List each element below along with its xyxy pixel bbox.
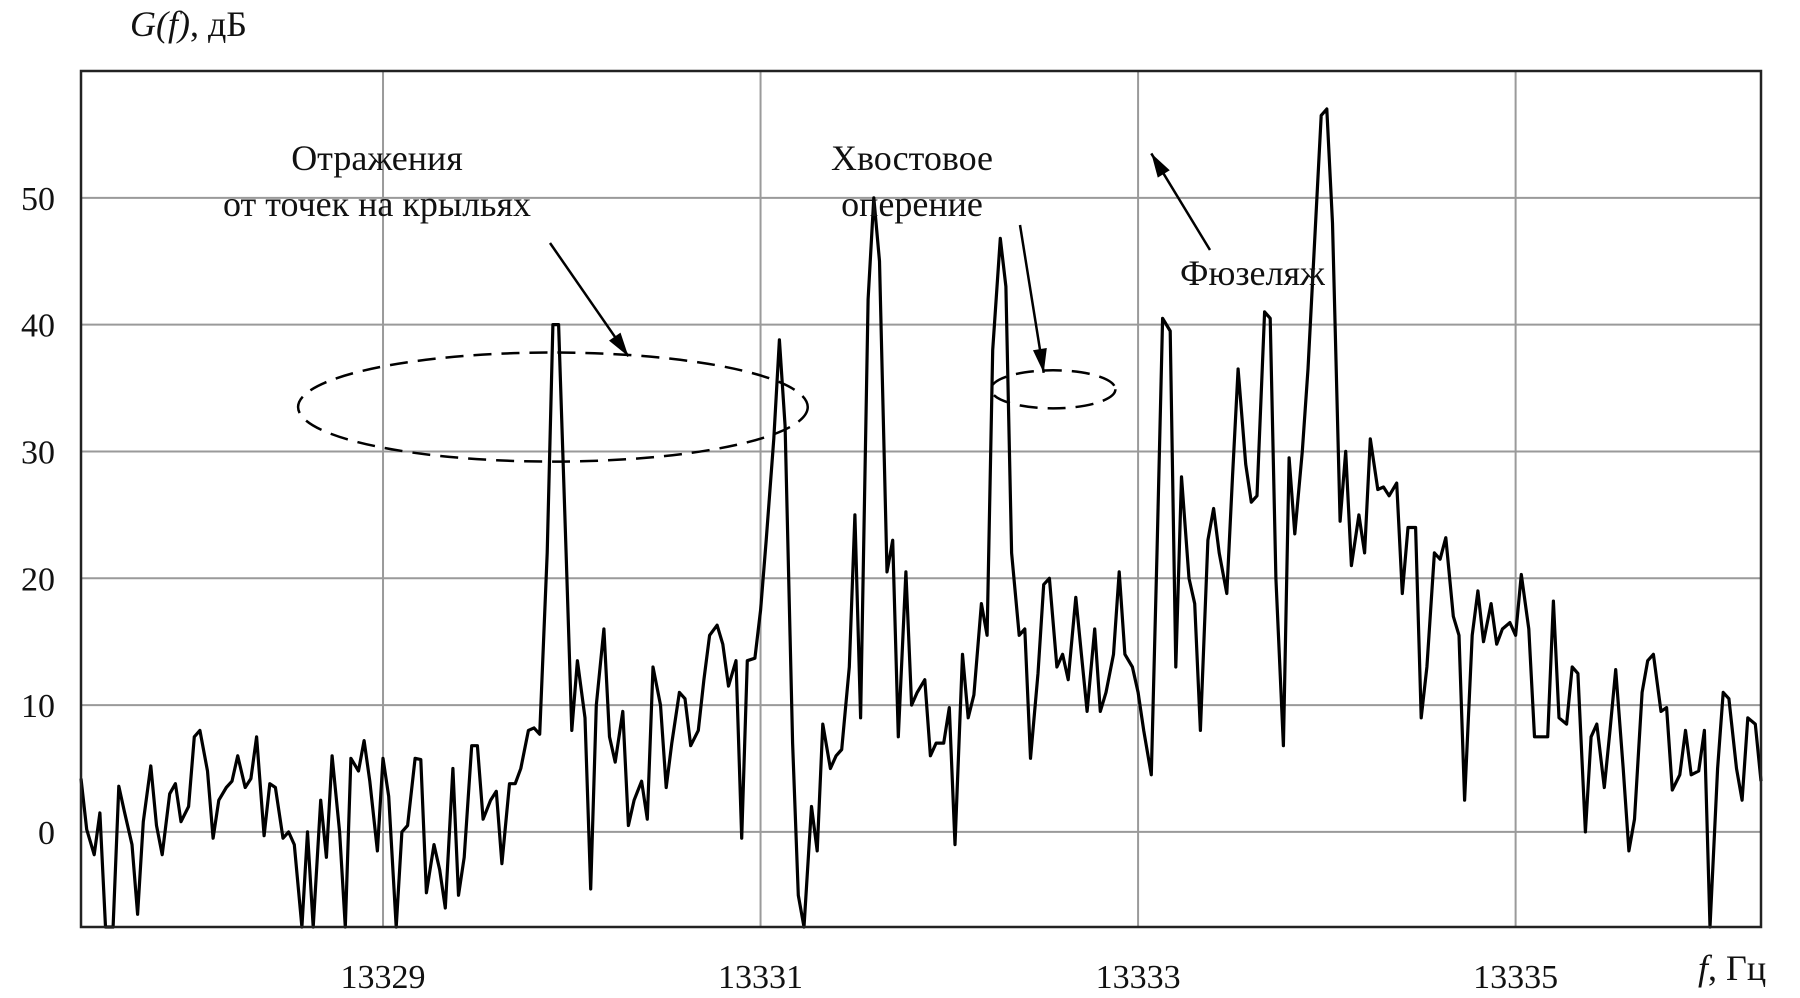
- x-tick-labels: 13329 13331 13333 13335: [341, 959, 1559, 996]
- arrowhead-tail: [1032, 348, 1047, 373]
- x-tick-label: 13335: [1473, 959, 1558, 996]
- annotation-layer: Отражения от точек на крыльях Хвостовое опе…: [223, 138, 1326, 463]
- x-axis-label: f, Гц: [1698, 948, 1766, 988]
- y-tick-label: 10: [21, 688, 55, 725]
- wings-ellipse: [296, 351, 809, 463]
- annotation-tail: Хвостовое оперение: [831, 138, 993, 224]
- y-tick-label: 0: [38, 815, 55, 852]
- tail-ellipse: [989, 369, 1117, 410]
- annotation-wings: Отражения от точек на крыльях: [223, 138, 531, 224]
- grid-lines: [81, 71, 1761, 927]
- y-tick-label: 50: [21, 181, 55, 218]
- annotation-fuselage: Фюзеляж: [1180, 253, 1326, 293]
- series-layer: [79, 107, 1763, 929]
- spectrum-line: [79, 107, 1763, 929]
- arrowhead-wings: [609, 332, 629, 357]
- y-tick-label: 40: [21, 308, 55, 345]
- y-tick-labels: 0 10 20 30 40 50: [21, 181, 55, 852]
- x-tick-label: 13331: [718, 959, 803, 996]
- y-tick-label: 20: [21, 561, 55, 598]
- y-axis-label: G(f), дБ: [130, 4, 247, 44]
- plot-frame: [79, 69, 1763, 929]
- arrow-tail: [1018, 224, 1045, 374]
- y-tick-label: 30: [21, 434, 55, 471]
- x-tick-label: 13333: [1096, 959, 1181, 996]
- arrowhead-fuselage: [1151, 153, 1170, 178]
- x-tick-label: 13329: [341, 959, 426, 996]
